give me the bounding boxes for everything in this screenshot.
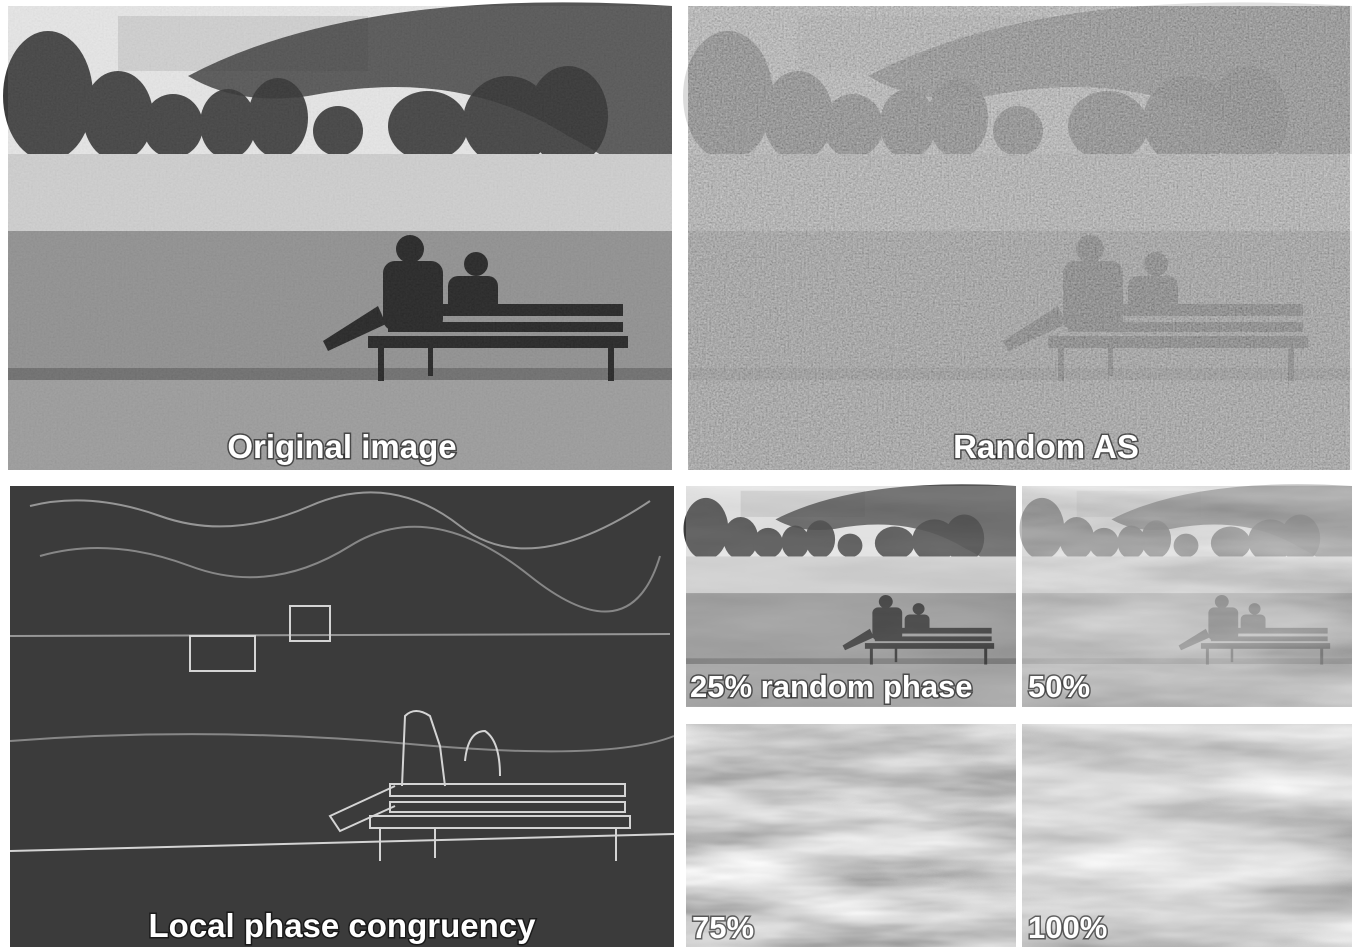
panel-label: Random AS <box>953 428 1139 465</box>
texture <box>8 6 672 470</box>
panel-random-as <box>683 2 1352 470</box>
panel-phase-congruency <box>10 486 674 947</box>
panel-label: 50% <box>1028 669 1090 704</box>
panel-label: 75% <box>692 910 754 945</box>
photo-ghost <box>683 2 1352 470</box>
panel-label: Local phase congruency <box>149 907 537 944</box>
panel-label: Original image <box>227 428 456 465</box>
figure: Original image Random AS Local phase con… <box>0 0 1354 947</box>
panel-label: 100% <box>1028 910 1107 945</box>
panel-original <box>3 2 672 470</box>
panel-label: 25% random phase <box>690 669 973 704</box>
photo-base <box>10 486 674 947</box>
page: Original image Random AS Local phase con… <box>0 0 1354 947</box>
